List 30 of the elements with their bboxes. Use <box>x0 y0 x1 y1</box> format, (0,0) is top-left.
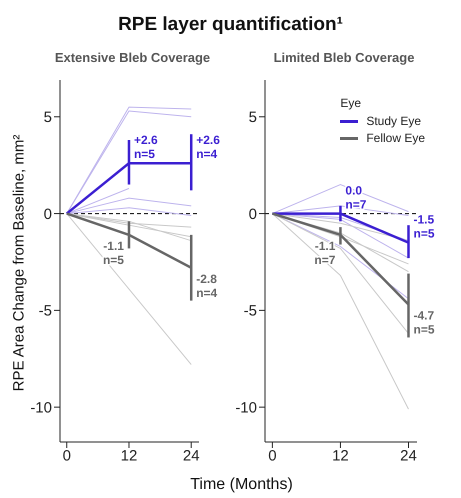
x-axis-title: Time (Months) <box>189 476 294 494</box>
legend-label: Fellow Eye <box>366 131 425 145</box>
x-tick-label: 24 <box>400 448 417 465</box>
chart-subtitle: Extensive Bleb Coverage <box>54 50 212 67</box>
x-tick-label: 0 <box>62 448 71 465</box>
x-tick-label: 0 <box>268 448 277 465</box>
x-tick-label: 12 <box>332 448 349 465</box>
data-label: -1.1 n=5 <box>102 238 124 267</box>
data-label: -1.5 n=5 <box>413 212 435 241</box>
chart-title: RPE layer quantification¹ <box>117 13 344 37</box>
y-tick-label: -5 <box>244 302 257 320</box>
data-label: +2.6 n=4 <box>196 133 220 162</box>
y-tick-label: -10 <box>30 399 52 416</box>
x-tick-label: 24 <box>182 448 200 465</box>
data-label: -1.1 n=7 <box>314 238 336 267</box>
x-tick-label: 12 <box>120 448 138 465</box>
y-tick-label: 0 <box>248 206 257 223</box>
y-axis-title: RPE Area Change from Baseline, mm² <box>10 134 28 392</box>
y-tick-label: 5 <box>44 109 52 126</box>
data-label: -2.8 n=4 <box>196 272 218 300</box>
data-label: 0.0 n=7 <box>345 184 367 212</box>
legend-title: Eye <box>340 96 362 110</box>
y-tick-label: 0 <box>44 206 52 223</box>
legend-label: Study Eye <box>366 114 422 128</box>
data-label: -4.7 n=5 <box>413 308 435 337</box>
y-tick-label: 5 <box>248 109 257 126</box>
y-tick-label: -10 <box>235 399 257 416</box>
data-label: +2.6 n=5 <box>134 133 158 162</box>
chart-subtitle: Limited Bleb Coverage <box>272 50 416 67</box>
y-tick-label: -5 <box>38 302 52 320</box>
